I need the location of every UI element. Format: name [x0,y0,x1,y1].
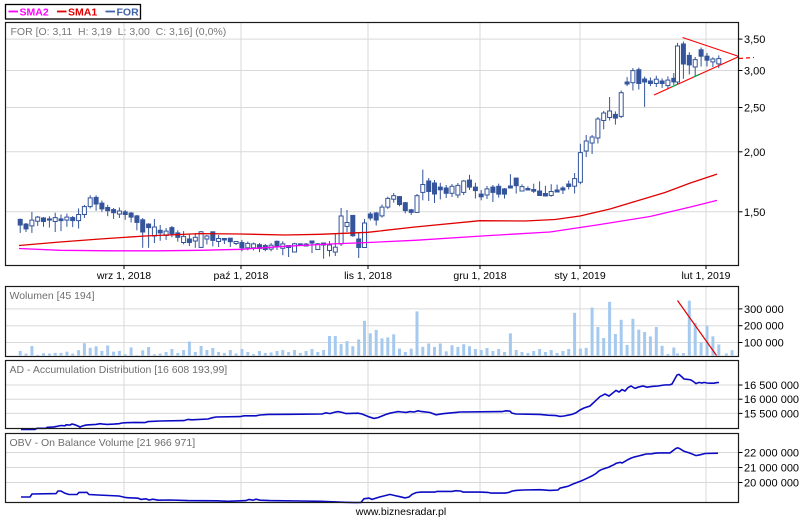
svg-text:21 000 000: 21 000 000 [744,463,799,475]
svg-text:2,50: 2,50 [744,103,765,115]
svg-text:16 000 000: 16 000 000 [744,394,799,406]
svg-text:16 500 000: 16 500 000 [744,380,799,392]
svg-text:paź 1, 2018: paź 1, 2018 [214,270,269,282]
svg-text:lis 1, 2018: lis 1, 2018 [344,270,392,282]
svg-text:1,50: 1,50 [744,207,765,219]
svg-text:200 000: 200 000 [744,321,784,333]
svg-text:3,00: 3,00 [744,66,765,78]
svg-text:lut 1, 2019: lut 1, 2019 [681,270,730,282]
svg-text:20 000 000: 20 000 000 [744,478,799,490]
svg-text:AD - Accumulation Distribution: AD - Accumulation Distribution [16 608 1… [10,364,228,376]
svg-text:22 000 000: 22 000 000 [744,448,799,460]
svg-text:OBV - On Balance Volume [21 96: OBV - On Balance Volume [21 966 971] [10,437,196,449]
svg-text:15 500 000: 15 500 000 [744,408,799,420]
svg-text:3,50: 3,50 [744,34,765,46]
svg-text:2,00: 2,00 [744,147,765,159]
svg-text:wrz 1, 2018: wrz 1, 2018 [96,270,151,282]
svg-text:Wolumen [45 194]: Wolumen [45 194] [10,290,95,302]
svg-text:FOR: FOR [117,6,140,18]
svg-text:gru 1, 2018: gru 1, 2018 [453,270,506,282]
svg-text:FOR [O: 3,11 H: 3,19 L: 3,00: FOR [O: 3,11 H: 3,19 L: 3,00 C: 3,16] (0… [11,26,227,38]
svg-text:SMA1: SMA1 [68,6,97,18]
svg-text:www.biznesradar.pl: www.biznesradar.pl [355,506,446,518]
svg-text:SMA2: SMA2 [20,6,49,18]
svg-text:100 000: 100 000 [744,338,784,350]
svg-text:sty 1, 2019: sty 1, 2019 [554,270,606,282]
svg-text:300 000: 300 000 [744,304,784,316]
